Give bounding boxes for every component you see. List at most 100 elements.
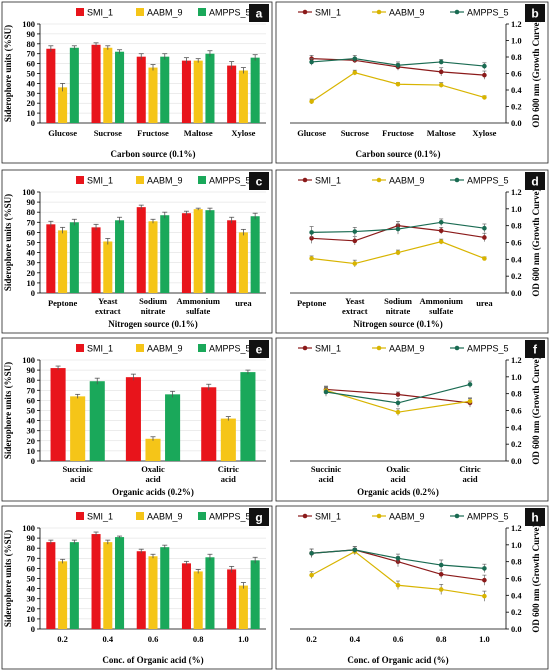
panel-letter-bg [249,340,269,358]
point-AABM_9 [482,95,487,100]
point-AABM_9 [309,572,314,578]
bar-AMPPS_5 [205,53,215,124]
y-tick-label: 50 [27,574,36,584]
y-tick-label: 0.4 [511,254,522,264]
y-tick-label: 0.8 [511,557,522,567]
y-tick-label: 1.0 [511,540,522,550]
legend-label: AABM_9 [147,8,183,18]
y-axis-title: Siderophore units (%SU) [3,194,13,291]
bar-AMPPS_5 [115,220,125,293]
bar-AABM_9 [193,209,203,293]
y-tick-label: 100 [22,19,35,29]
x-tick-label: Yeast extract [95,296,121,316]
x-tick-label: Xylose [472,128,496,138]
legend-marker-AMPPS_5 [454,177,460,183]
legend-label: AMPPS_5 [467,344,509,354]
y-tick-label: 0.6 [511,574,522,584]
bar-SMI_1 [136,207,146,293]
y-tick-label: 1.0 [511,36,522,46]
panel-letter: f [533,343,538,357]
legend-marker-SMI_1 [302,177,308,183]
x-tick-label: Fructose [137,128,169,138]
point-SMI_1 [482,72,487,78]
x-tick-label: Glucose [297,128,326,138]
legend-swatch-SMI_1 [76,176,84,184]
y-tick-label: 0.8 [511,221,522,231]
bar-AABM_9 [58,87,68,123]
point-AABM_9 [482,593,487,599]
x-tick-label: 1.0 [238,634,249,644]
bar-SMI_1 [136,551,146,629]
bar-AMPPS_5 [205,557,215,629]
x-axis-title: Carbon source (0.1%) [355,149,440,159]
y-tick-label: 40 [27,416,36,426]
y-tick-label: 70 [27,49,36,59]
panel-frame [1,1,273,164]
x-tick-label: Oxalic acid [141,464,165,484]
point-AMPPS_5 [395,556,401,561]
point-AABM_9 [309,256,314,261]
point-SMI_1 [482,235,487,240]
point-AMPPS_5 [395,62,401,68]
x-tick-label: Maltose [184,128,213,138]
point-AABM_9 [482,256,487,261]
y-tick-label: 70 [27,217,36,227]
y-tick-label: 40 [27,78,36,88]
panel-letter-bg [525,340,545,358]
legend-label: AABM_9 [389,512,425,522]
y-axis-title: OD 600 nm (Growth Curve) [531,356,541,464]
bar-SMI_1 [181,563,191,629]
y-tick-label: 90 [27,29,36,39]
x-tick-label: 1.0 [479,634,490,644]
point-AABM_9 [309,99,314,104]
x-tick-label: 0.8 [436,634,447,644]
bar-AMPPS_5 [160,215,170,293]
y-tick-label: 0.4 [511,590,522,600]
y-tick-label: 40 [27,584,36,594]
panel-letter: d [531,175,538,189]
bar-SMI_1 [227,220,237,293]
y-tick-label: 100 [22,523,35,533]
bar-SMI_1 [50,368,66,461]
y-tick-label: 1.2 [511,19,522,29]
legend-swatch-SMI_1 [76,8,84,16]
y-tick-label: 0.0 [511,624,522,634]
panel-letter-bg [249,508,269,526]
legend-marker-AABM_9 [376,513,382,519]
legend-label: SMI_1 [315,344,341,354]
point-AABM_9 [438,587,444,592]
bar-SMI_1 [136,56,146,123]
y-tick-label: 20 [27,604,36,614]
legend-label: SMI_1 [315,176,341,186]
y-tick-label: 0.0 [511,288,522,298]
y-tick-label: 10 [27,108,36,118]
x-axis-title: Conc. of Organic acid (%) [102,655,203,665]
point-SMI_1 [482,577,487,583]
y-tick-label: 20 [27,436,36,446]
bar-SMI_1 [91,534,101,629]
bar-SMI_1 [46,224,56,293]
y-tick-label: 60 [27,395,36,405]
y-axis-title: OD 600 nm (Growth Curve) [531,188,541,296]
y-tick-label: 20 [27,268,36,278]
bar-AABM_9 [103,47,113,124]
x-axis-title: Conc. of Organic acid (%) [347,655,448,665]
x-tick-label: urea [235,298,252,308]
x-tick-label: Sodium nitrate [384,296,412,316]
x-axis-title: Nitrogen source (0.1%) [108,319,197,329]
y-tick-label: 30 [27,258,36,268]
point-AMPPS_5 [438,220,444,225]
legend-marker-AMPPS_5 [454,513,460,519]
legend-label: SMI_1 [315,8,341,18]
bar-AMPPS_5 [160,56,170,123]
legend-marker-AMPPS_5 [454,345,460,351]
legend-label: AABM_9 [147,512,183,522]
point-AMPPS_5 [309,59,314,65]
bar-AMPPS_5 [89,381,105,461]
x-tick-label: Sodium nitrate [139,296,167,316]
y-tick-label: 10 [27,446,36,456]
